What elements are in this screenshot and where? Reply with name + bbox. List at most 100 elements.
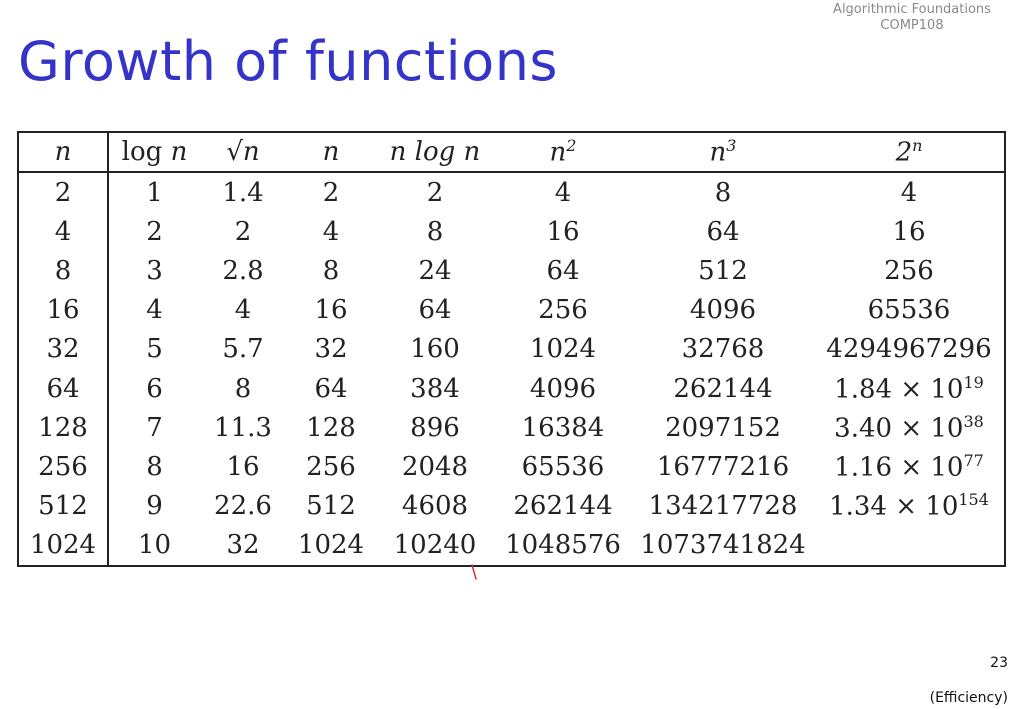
cell-value: 64 [46,373,80,404]
table-cell: 256 [19,447,109,487]
table-cell: 7 [108,408,200,447]
table-cell: 8 [108,447,200,486]
table-cell: 128 [286,408,376,447]
table-cell: 4 [494,172,632,212]
table-cell: 1 [108,172,200,212]
table-cell: 262144 [632,369,814,408]
table-cell: 512 [632,251,814,290]
table-cell: 4608 [376,487,494,526]
cell-value: 1 [146,177,163,208]
table-cell: 2 [286,172,376,212]
cell-value: 4096 [689,295,757,326]
cell-value: 2 [54,177,72,208]
table-cell: 65536 [494,447,632,486]
growth-table: n log n √n n n log n n2 n3 2n 2 1 1.4 2 2 4 8 4 4 2 2 4 8 16… [19,133,1004,565]
cell-value: 1048576 [505,530,621,561]
column-header-prefix: log [121,137,171,167]
cell-value: 65536 [521,451,605,482]
cell-value: 3 [146,255,163,286]
column-header-base: n [322,137,340,167]
column-header: n2 [494,133,632,173]
cell-value: 32 [314,334,348,365]
cell-value: 1.84 × 10 [834,374,964,405]
table-cell: 256 [494,291,632,330]
cell-value: 16 [892,216,926,247]
table-cell: 4 [108,291,200,330]
table-row: 2 1 1.4 2 2 4 8 4 [19,172,1004,213]
cell-value: 65536 [867,295,951,326]
course-code: COMP108 [880,18,944,33]
table-cell: 8 [632,172,814,212]
table-cell: 4294967296 [814,330,1004,369]
cell-value: 512 [306,491,356,522]
cell-value: 256 [538,295,588,326]
cell-value: 32768 [681,334,765,365]
table-cell: 32 [200,526,286,565]
cell-value: 160 [410,334,460,365]
cell-exponent: 38 [963,411,984,431]
cell-value: 22.6 [214,491,272,522]
table-cell: 16 [200,447,286,486]
cell-value: 1024 [529,334,597,365]
cell-value: 64 [706,216,740,247]
cell-value: 8 [714,177,732,208]
cell-value: 4 [234,295,252,326]
table-cell: 4 [200,291,286,330]
table-cell: 6 [108,369,200,408]
cell-value: 128 [38,412,88,443]
table-cell: 134217728 [632,487,814,526]
cell-value: 4608 [401,491,469,522]
column-header: n [19,133,109,173]
table-cell: 5 [108,330,200,369]
table-row: 512 9 22.6 512 4608 262144 134217728 1.34 × 101… [19,486,1004,526]
table-cell: 2 [376,172,494,212]
column-header-base: n log n [389,137,481,167]
table-row: 8 3 2.8 8 24 64 512 256 [19,251,1004,291]
table-cell: 2 [200,212,286,251]
column-header-exponent: 3 [726,136,737,156]
table-cell: 128 [19,408,109,448]
table-cell: 64 [19,368,109,409]
table-row: 4 2 2 4 8 16 64 16 [19,212,1004,252]
cell-value: 256 [38,451,88,482]
table-cell: 8 [19,251,109,291]
cell-value: 11.3 [214,412,272,443]
table-row: 1024 10 32 1024 10240 1048576 1073741824 [19,525,1004,565]
table-cell: 1.84 × 1019 [814,369,1004,408]
pen-annotation-mark [471,564,477,580]
table-cell: 1.34 × 10154 [814,487,1004,526]
table-cell: 2 [19,172,109,213]
cell-value: 8 [146,451,163,482]
cell-value: 4 [322,216,340,247]
table-cell: 512 [19,486,109,526]
cell-value: 1024 [297,530,365,561]
table-cell: 4 [19,212,109,252]
cell-value: 4096 [529,373,597,404]
table-row: 256 8 16 256 2048 65536 16777216 1.16 × 1077 [19,447,1004,487]
table-header-row: n log n √n n n log n n2 n3 2n [19,133,1004,173]
cell-value: 1073741824 [640,530,806,561]
table-cell: 64 [286,369,376,408]
table-cell: 10240 [376,526,494,565]
table-cell: 256 [286,447,376,486]
cell-value: 1024 [29,530,97,561]
table-cell: 2 [108,212,200,251]
table-cell [814,526,1004,565]
column-header: √n [200,133,286,173]
cell-value: 4 [554,177,572,208]
cell-value: 16 [46,295,80,326]
table-cell: 896 [376,408,494,447]
cell-value: 896 [410,412,460,443]
table-cell: 11.3 [200,408,286,447]
table-cell: 8 [376,212,494,251]
section-label: (Efficiency) [929,690,1008,706]
table-cell: 1.16 × 1077 [814,447,1004,486]
cell-value: 24 [418,255,452,286]
table-cell: 1024 [19,525,109,565]
cell-value: 4294967296 [826,334,992,365]
table-cell: 2048 [376,447,494,486]
cell-exponent: 154 [958,490,989,510]
table-cell: 1024 [494,330,632,369]
table-cell: 64 [376,291,494,330]
cell-value: 256 [884,255,934,286]
